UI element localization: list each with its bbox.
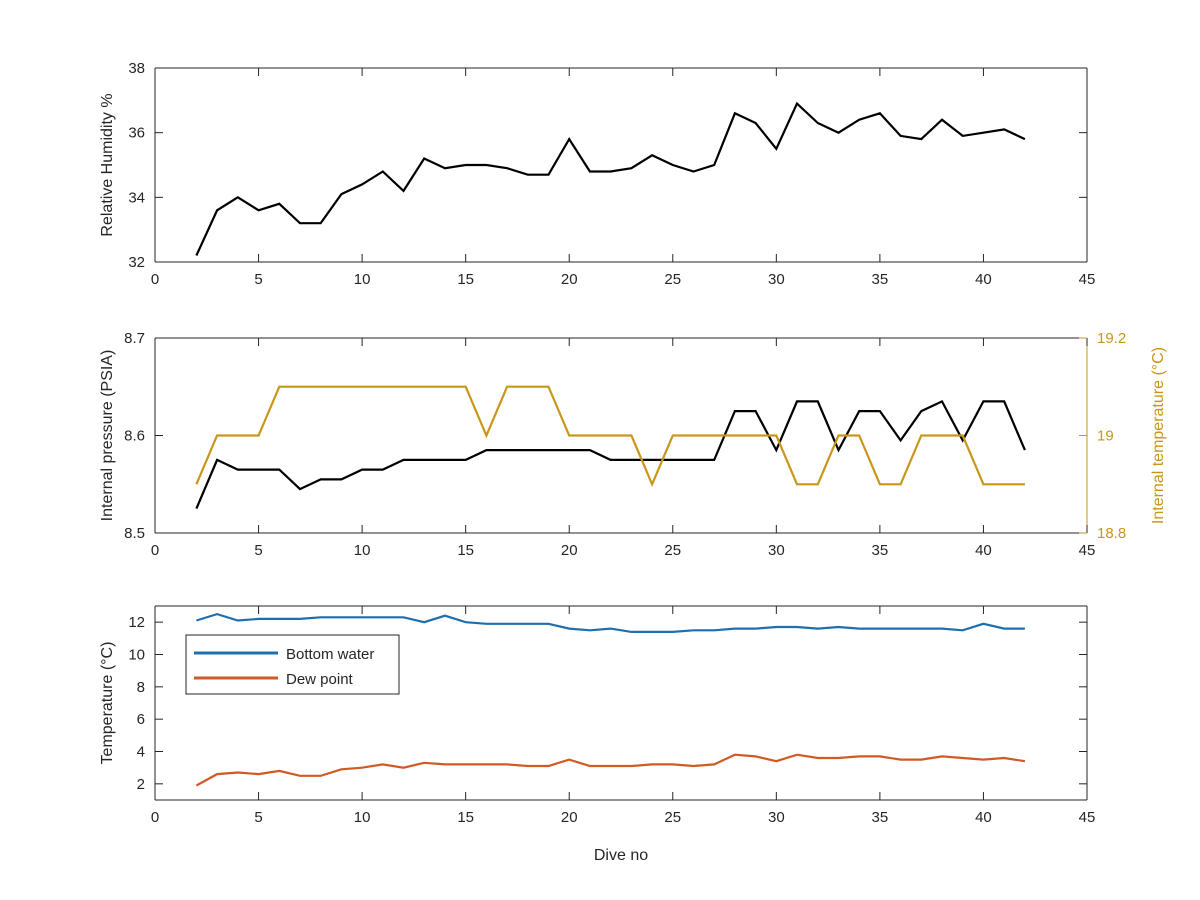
x-tick-label: 20 bbox=[561, 809, 578, 826]
x-tick-label: 30 bbox=[768, 809, 785, 826]
series-line-2 bbox=[195, 385, 1025, 488]
x-tick-label: 10 bbox=[354, 542, 371, 559]
y-tick-label: 6 bbox=[137, 711, 145, 728]
x-tick-label: 20 bbox=[561, 271, 578, 288]
y-axis-label: Temperature (°C) bbox=[99, 642, 116, 765]
x-tick-label: 35 bbox=[872, 809, 889, 826]
y-tick-label: 32 bbox=[128, 254, 145, 271]
x-tick-label: 25 bbox=[664, 542, 681, 559]
y-axis-label: Internal pressure (PSIA) bbox=[99, 350, 116, 522]
x-tick-label: 40 bbox=[975, 809, 992, 826]
x-tick-label: 15 bbox=[457, 542, 474, 559]
y-tick-label: 4 bbox=[137, 744, 145, 761]
x-tick-label: 35 bbox=[872, 271, 889, 288]
y-tick-label: 34 bbox=[128, 189, 145, 206]
x-tick-label: 30 bbox=[768, 271, 785, 288]
y-tick-label: 8.7 bbox=[124, 330, 145, 347]
series-line-1 bbox=[195, 101, 1026, 256]
right-y-axis-label: Internal temperature (°C) bbox=[1150, 347, 1167, 524]
y-tick-label: 10 bbox=[128, 647, 145, 664]
y-tick-label: 12 bbox=[128, 614, 145, 631]
series-line-2 bbox=[195, 753, 1026, 787]
x-tick-label: 25 bbox=[664, 809, 681, 826]
panel-3: 0 5 10 15 20 25 30 35 40 45 2 4 6 8 10 12 Temperature (°… bbox=[99, 605, 1096, 864]
legend-box bbox=[185, 634, 400, 695]
x-tick-label: 15 bbox=[457, 809, 474, 826]
x-tick-label: 45 bbox=[1079, 271, 1096, 288]
right-y-tick-label: 19 bbox=[1097, 428, 1114, 445]
y-tick-label: 8 bbox=[137, 679, 145, 696]
panel-2: 0 5 10 15 20 25 30 35 40 45 8.5 8.6 8.7 18.8 19 19.2 Int… bbox=[99, 330, 1167, 559]
x-tick-label: 20 bbox=[561, 542, 578, 559]
x-tick-label: 40 bbox=[975, 271, 992, 288]
x-tick-label: 45 bbox=[1079, 542, 1096, 559]
y-tick-label: 38 bbox=[128, 60, 145, 77]
x-tick-label: 15 bbox=[457, 271, 474, 288]
y-tick-label: 36 bbox=[128, 125, 145, 142]
x-tick-label: 0 bbox=[151, 809, 159, 826]
series-line-1 bbox=[196, 612, 1025, 634]
x-tick-label: 0 bbox=[151, 542, 159, 559]
x-tick-label: 10 bbox=[354, 271, 371, 288]
x-tick-label: 25 bbox=[664, 271, 681, 288]
y-tick-label: 8.6 bbox=[124, 428, 145, 445]
panel-1: 0 5 10 15 20 25 30 35 40 45 32 34 36 38 Relative Humid… bbox=[99, 60, 1095, 288]
y-axis-label: Relative Humidity % bbox=[99, 93, 116, 236]
x-tick-label: 5 bbox=[254, 542, 262, 559]
y-tick-label: 2 bbox=[137, 776, 145, 793]
legend-label: Dew point bbox=[286, 671, 354, 688]
x-tick-label: 45 bbox=[1079, 809, 1096, 826]
x-tick-label: 35 bbox=[872, 542, 889, 559]
x-tick-label: 0 bbox=[151, 271, 159, 288]
legend-label: Bottom water bbox=[286, 646, 374, 663]
x-tick-label: 40 bbox=[975, 542, 992, 559]
y-tick-label: 8.5 bbox=[124, 525, 145, 542]
series-line-1 bbox=[195, 399, 1026, 510]
x-tick-label: 10 bbox=[354, 809, 371, 826]
right-y-tick-label: 19.2 bbox=[1097, 330, 1126, 347]
x-tick-label: 30 bbox=[768, 542, 785, 559]
x-tick-label: 5 bbox=[254, 809, 262, 826]
x-tick-label: 5 bbox=[254, 271, 262, 288]
right-y-tick-label: 18.8 bbox=[1097, 525, 1126, 542]
x-axis-label: Dive no bbox=[594, 847, 648, 864]
